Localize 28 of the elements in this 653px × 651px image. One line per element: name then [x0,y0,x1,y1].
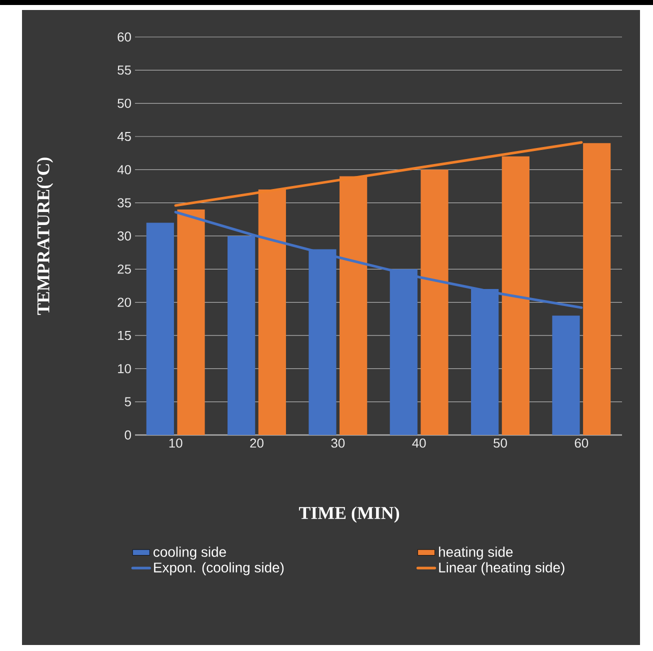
bar [146,222,174,435]
x-tick-label: 50 [494,438,507,448]
x-tick-label: 60 [574,438,588,448]
y-tick-label: 50 [118,98,131,108]
y-tick-label: 0 [124,430,131,440]
y-tick-label: 5 [124,397,131,406]
x-axis-title: TIME (MIN) [299,506,400,523]
y-tick-label: 25 [118,264,131,274]
x-tick-label: 30 [331,438,345,448]
y-tick-label: 15 [118,330,131,340]
y-tick-label: 30 [118,231,131,241]
y-tick-label: 40 [117,165,131,174]
y-axis-title: TEMPRATURE(°C) [36,158,54,315]
legend-label: Linear (heating side) [439,562,564,576]
y-tick-label: 35 [118,198,131,208]
y-tick-label: 60 [118,32,131,42]
x-tick-label: 40 [412,438,426,448]
y-tick-label: 20 [118,298,131,307]
legend-label: heating side [439,546,513,560]
y-tick-label: 55 [118,66,131,75]
bar [552,316,580,435]
legend-label: cooling side [154,546,226,560]
y-tick-label: 45 [117,132,131,142]
y-tick-label: 10 [118,364,131,374]
x-tick-label: 20 [250,438,264,448]
bar [177,209,205,435]
x-tick-label: 10 [169,438,182,448]
legend-label: Expon. (cooling side) [154,562,284,576]
